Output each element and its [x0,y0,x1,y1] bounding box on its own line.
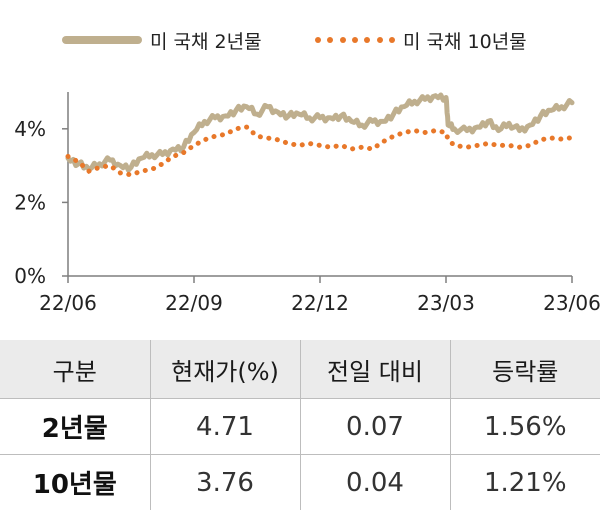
table-cell: 1.21% [450,455,600,510]
series-line-10y [68,127,572,175]
table-row-label: 2년물 [0,399,150,455]
table-header-cell: 전일 대비 [300,340,450,399]
x-tick-label: 23/06 [543,291,600,315]
y-tick-label: 4% [14,117,46,141]
x-tick-label: 23/03 [417,291,475,315]
table-header-cell: 구분 [0,340,150,399]
y-tick-label: 2% [14,190,46,214]
table-cell: 1.56% [450,399,600,455]
table-cell: 3.76 [150,455,300,510]
table-header-cell: 등락률 [450,340,600,399]
y-tick-label: 0% [14,264,46,288]
chart-legend: 미 국채 2년물 미 국채 10년물 [0,24,600,56]
legend-swatch-10y [315,36,395,44]
x-tick-label: 22/06 [39,291,97,315]
legend-label-2y: 미 국채 2년물 [150,27,262,54]
table-header-cell: 현재가(%) [150,340,300,399]
table-row: 2년물 4.71 0.07 1.56% [0,399,600,455]
yield-summary-table: 구분 현재가(%) 전일 대비 등락률 2년물 4.71 0.07 1.56% … [0,340,600,510]
table-cell: 0.07 [300,399,450,455]
legend-item-2y: 미 국채 2년물 [62,24,262,56]
table-row-label: 10년물 [0,455,150,510]
legend-swatch-2y [62,36,142,44]
x-tick-label: 22/09 [165,291,223,315]
table-row: 10년물 3.76 0.04 1.21% [0,455,600,510]
yield-line-chart: 0% 2% 4% 22/06 22/09 22/12 23/03 23/06 [0,80,600,320]
table-cell: 0.04 [300,455,450,510]
legend-label-10y: 미 국채 10년물 [403,27,527,54]
table-header-row: 구분 현재가(%) 전일 대비 등락률 [0,340,600,399]
x-tick-label: 22/12 [291,291,349,315]
table-cell: 4.71 [150,399,300,455]
legend-item-10y: 미 국채 10년물 [315,24,527,56]
series-line-2y [68,95,572,170]
